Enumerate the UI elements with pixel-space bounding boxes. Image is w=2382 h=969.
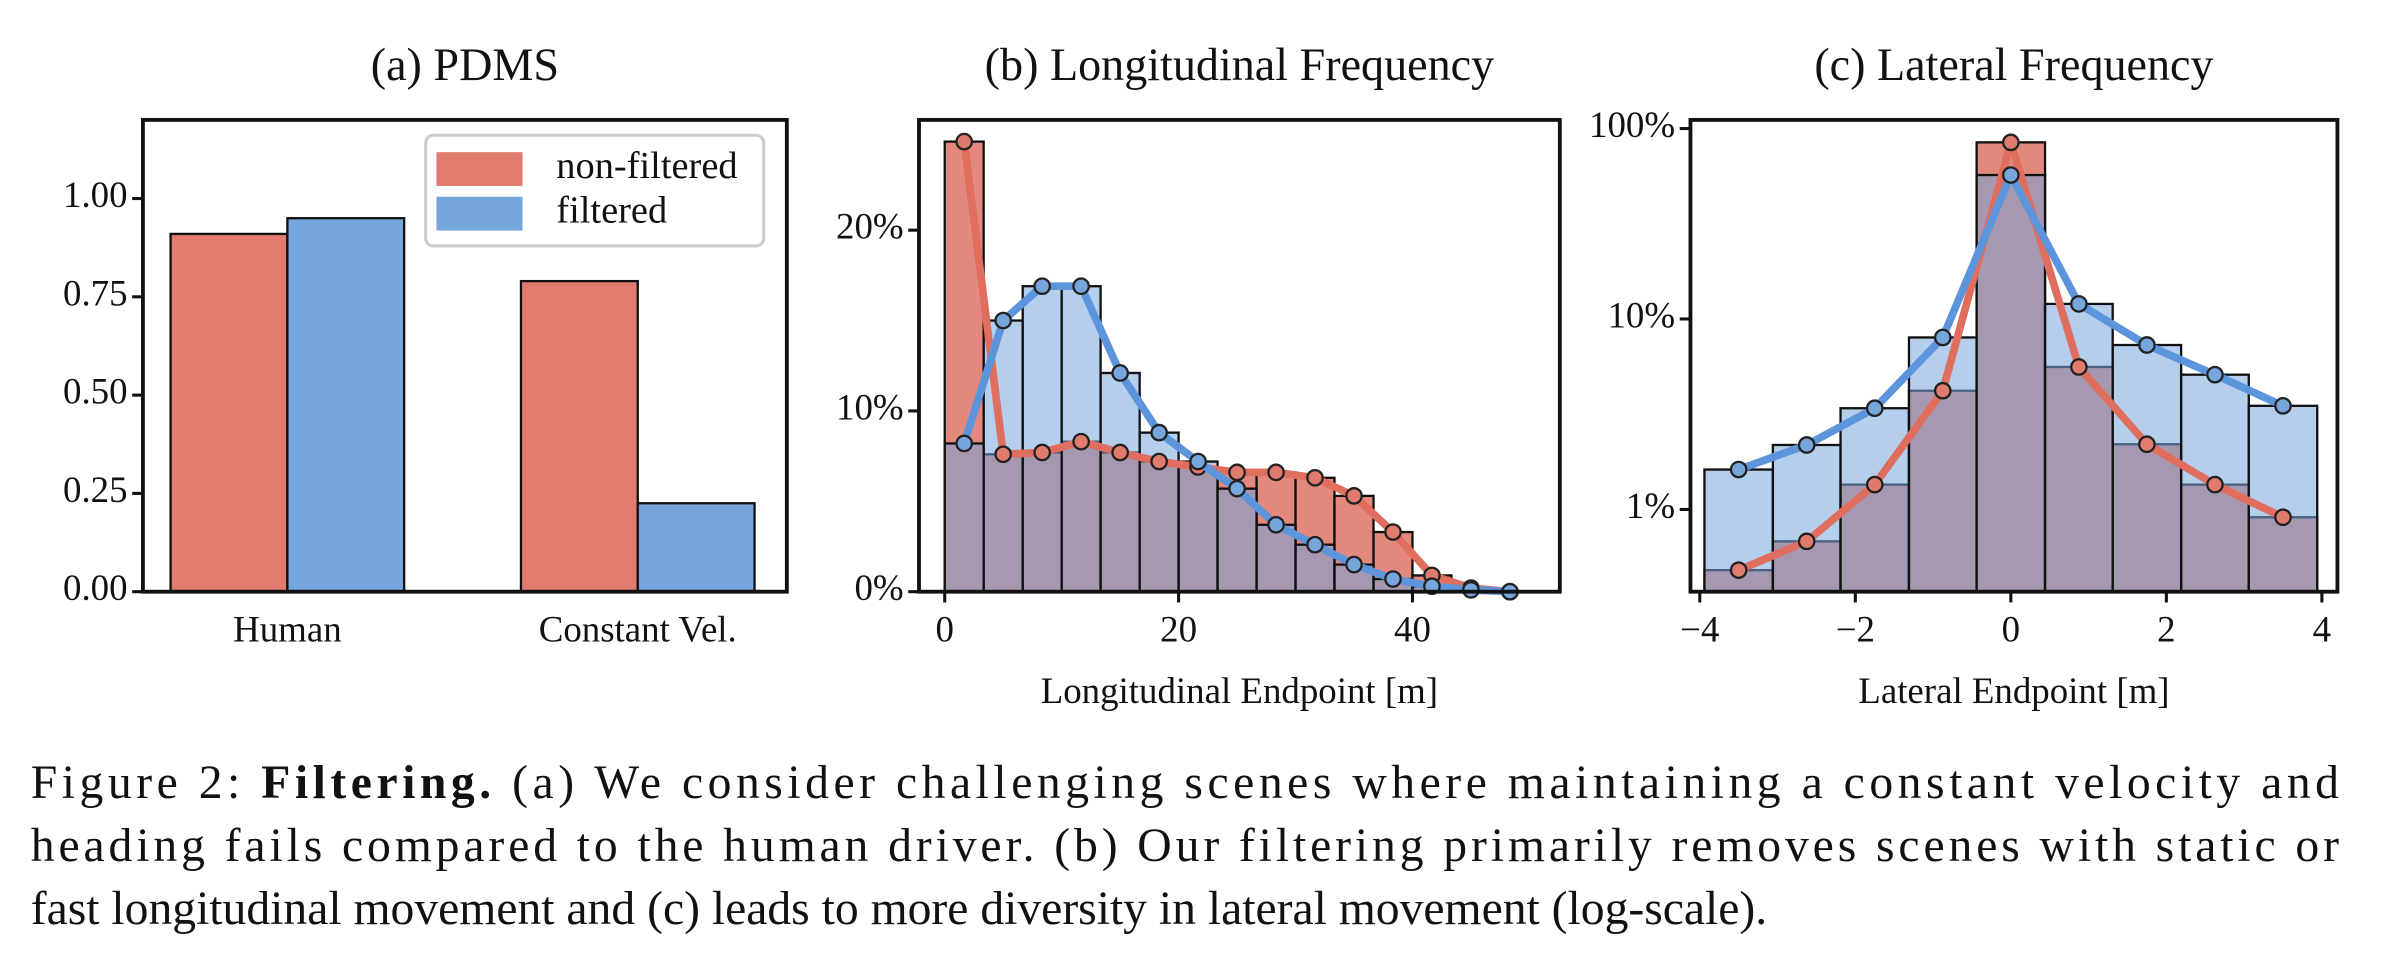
frequency-point [2274, 396, 2292, 415]
frequency-point [1345, 555, 1363, 574]
bar [169, 232, 289, 593]
y-tick-label: 1.00 [63, 174, 128, 215]
x-tick-label: 2 [2157, 609, 2175, 650]
histogram-bar [2247, 404, 2319, 593]
frequency-point [2206, 365, 2224, 384]
x-axis-label: Lateral Endpoint [m] [1858, 670, 2169, 711]
frequency-point [2206, 475, 2224, 494]
frequency-point [2138, 435, 2156, 454]
legend-swatch [436, 196, 523, 231]
frequency-point [2001, 166, 2020, 184]
y-tick-label: 0.00 [63, 567, 128, 608]
frequency-point [1033, 443, 1052, 462]
histogram-bar [1907, 336, 1978, 593]
caption-line: heading fails compared to the human driv… [31, 820, 2339, 872]
frequency-point [1228, 479, 1246, 498]
frequency-point [1072, 432, 1090, 451]
x-tick-label: 20 [1160, 609, 1197, 650]
frequency-point [1111, 364, 1129, 382]
frequency-point [1306, 535, 1324, 554]
legend-swatch [436, 152, 523, 186]
frequency-point [2070, 295, 2088, 313]
x-tick-label: 4 [2313, 609, 2331, 650]
frequency-point [1865, 475, 1884, 494]
plot-frame [917, 117, 1562, 594]
frequency-point [1384, 570, 1402, 588]
legend-label: non-filtered [556, 145, 737, 187]
y-tick-label: 0.75 [63, 272, 128, 313]
bar [636, 502, 756, 593]
frequency-point [1797, 532, 1816, 551]
frequency-point [1228, 463, 1246, 482]
caption-line: fast longitudinal movement and (c) leads… [31, 883, 1767, 935]
x-axis-label: Longitudinal Endpoint [m] [1041, 670, 1438, 711]
histogram-bar [2111, 343, 2183, 593]
frequency-point [1345, 487, 1363, 505]
frequency-point [1933, 381, 1952, 400]
frequency-point [1865, 399, 1884, 418]
y-tick-label: 1% [1626, 485, 1675, 526]
bar [286, 217, 406, 593]
frequency-point [1729, 460, 1748, 479]
caption-label: Figure 2: [31, 757, 241, 809]
frequency-point [2070, 358, 2088, 376]
x-tick-label: 0 [2002, 609, 2020, 650]
frequency-point [1797, 436, 1816, 454]
y-tick-label: 20% [836, 206, 904, 247]
frequency-point [1384, 523, 1402, 541]
y-tick-label: 10% [836, 386, 904, 427]
y-tick-label: 100% [1589, 104, 1675, 145]
frequency-point [1267, 515, 1285, 534]
legend-label: filtered [556, 189, 667, 231]
histogram-bar [1099, 371, 1141, 593]
chart-title: (a) PDMS [371, 39, 559, 90]
histogram-bar [1021, 285, 1063, 593]
histogram-bar [943, 442, 985, 593]
frequency-point [1189, 452, 1207, 471]
frequency-point [1267, 463, 1285, 482]
x-tick-label: 0 [935, 609, 953, 650]
frequency-point [1933, 328, 1952, 347]
frequency-point [994, 445, 1013, 464]
frequency-point [955, 132, 974, 151]
x-tick-label: −4 [1680, 609, 1719, 650]
plot-frame [140, 117, 789, 594]
frequency-point [2274, 508, 2292, 527]
y-tick-label: 0% [854, 567, 903, 608]
x-tick-label: −2 [1836, 609, 1875, 650]
frequency-point [955, 434, 974, 453]
histogram-bar [2043, 302, 2114, 593]
frequency-point [1150, 423, 1168, 442]
x-tick-label: 40 [1394, 609, 1431, 650]
frequency-point [1072, 277, 1090, 296]
frequency-point [1111, 443, 1129, 462]
y-tick-label: 10% [1607, 294, 1675, 335]
x-tick-label: Human [233, 609, 342, 650]
caption-line: Figure 2: Filtering. (a) We consider cha… [31, 757, 2339, 809]
frequency-point [1150, 452, 1168, 471]
y-tick-label: 0.50 [63, 371, 128, 412]
caption-text: (a) We consider challenging scenes where… [512, 757, 2339, 809]
chart-title: (c) Lateral Frequency [1814, 39, 2213, 90]
frequency-point [2001, 133, 2020, 152]
frequency-point [1306, 468, 1324, 487]
x-tick-label: Constant Vel. [539, 609, 737, 650]
frequency-point [994, 311, 1013, 330]
caption-bold: Filtering. [261, 757, 491, 809]
plot-frame [1688, 117, 2340, 594]
chart-title: (b) Longitudinal Frequency [985, 39, 1494, 90]
frequency-point [1033, 277, 1052, 296]
bar [519, 279, 639, 593]
frequency-point [2138, 336, 2156, 354]
frequency-point [1729, 561, 1748, 579]
y-tick-label: 0.25 [63, 469, 128, 510]
histogram-bar [1177, 460, 1219, 593]
